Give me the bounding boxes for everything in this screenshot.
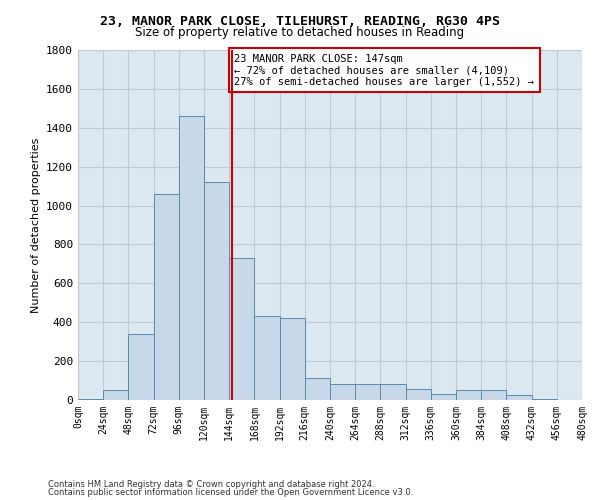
Bar <box>481 390 506 400</box>
Text: 23 MANOR PARK CLOSE: 147sqm
← 72% of detached houses are smaller (4,109)
27% of : 23 MANOR PARK CLOSE: 147sqm ← 72% of det… <box>235 54 535 86</box>
Bar <box>380 384 406 400</box>
Y-axis label: Number of detached properties: Number of detached properties <box>31 138 41 312</box>
Bar <box>406 390 431 400</box>
Bar <box>128 334 154 400</box>
Bar <box>330 384 355 400</box>
Text: Contains HM Land Registry data © Crown copyright and database right 2024.: Contains HM Land Registry data © Crown c… <box>48 480 374 489</box>
Bar <box>179 116 204 400</box>
Text: 23, MANOR PARK CLOSE, TILEHURST, READING, RG30 4PS: 23, MANOR PARK CLOSE, TILEHURST, READING… <box>100 15 500 28</box>
Bar <box>154 194 179 400</box>
Bar <box>254 316 280 400</box>
Bar <box>506 395 532 400</box>
Bar <box>280 318 305 400</box>
Bar <box>204 182 229 400</box>
Bar <box>305 378 330 400</box>
Bar <box>431 394 456 400</box>
Bar <box>78 399 103 400</box>
Bar <box>103 390 128 400</box>
Bar <box>532 399 557 400</box>
Bar <box>355 384 380 400</box>
Text: Contains public sector information licensed under the Open Government Licence v3: Contains public sector information licen… <box>48 488 413 497</box>
Bar <box>229 258 254 400</box>
Bar <box>456 390 481 400</box>
Text: Size of property relative to detached houses in Reading: Size of property relative to detached ho… <box>136 26 464 39</box>
